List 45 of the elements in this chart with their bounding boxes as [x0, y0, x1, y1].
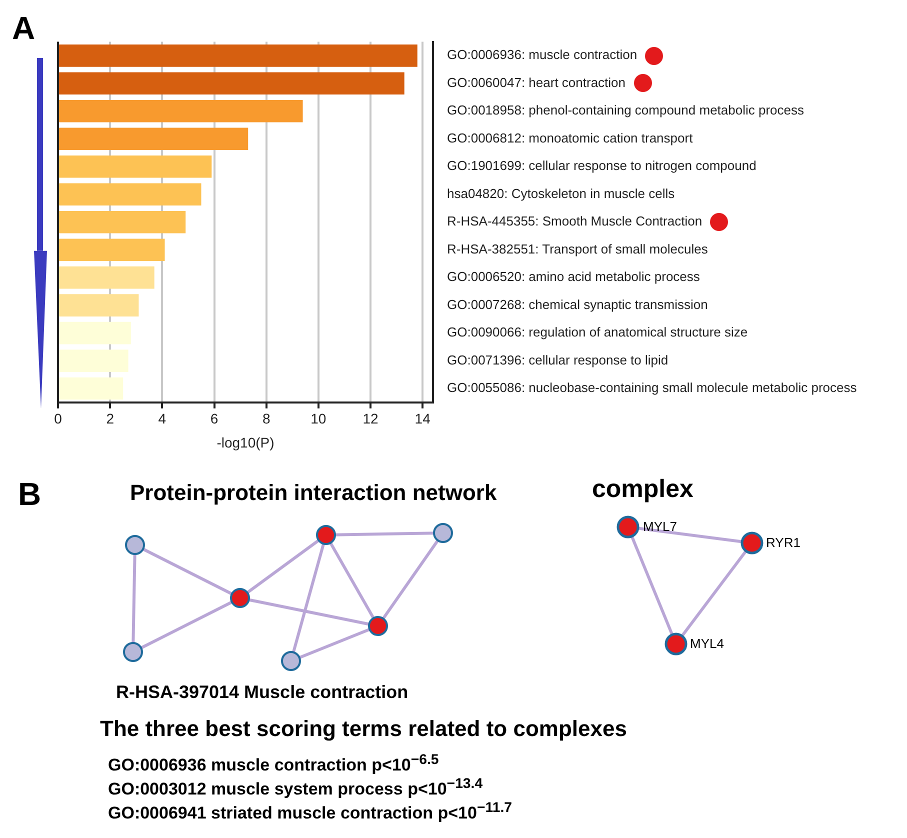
x-tick-label: 6: [210, 410, 218, 427]
x-tick-label: 2: [106, 410, 114, 427]
x-tick-label: 14: [414, 410, 431, 427]
text: A: [12, 10, 36, 47]
bar: [59, 183, 202, 206]
text: RYR1: [766, 535, 800, 550]
text: GO:0006936 muscle contraction p<10$^{−6.5}$: [108, 752, 439, 776]
y-tick-label: GO:1901699: cellular response to nitrogen compound: [447, 158, 756, 174]
y-tick-label: GO:0018958: phenol-containing compound metabolic process: [447, 102, 805, 118]
bar: [59, 322, 131, 344]
y-tick-label: GO:0071396: cellular response to lipid: [447, 352, 668, 368]
y-tick-label: GO:0006936: muscle contraction: [447, 47, 638, 62]
bar: [59, 44, 418, 67]
bar: [59, 72, 404, 95]
y-tick-label: GO:0060047: heart contraction: [447, 74, 626, 90]
y-tick-label: GO:0090066: regulation of anatomical structure size: [447, 324, 748, 340]
text: GO:0006941 striated muscle contraction p<10$^{−11.7}$: [108, 800, 512, 824]
text: The three best scoring terms related to complexes: [100, 716, 627, 742]
bar: [59, 210, 186, 234]
x-tick-label: 10: [310, 410, 326, 427]
bar: [59, 100, 303, 122]
bar: [59, 377, 124, 400]
x-tick-label: 4: [158, 410, 166, 427]
text: GO:0003012 muscle system process p<10$^{−13.4}$: [108, 776, 483, 800]
bar: [59, 350, 128, 372]
y-tick-label: GO:0055086: nucleobase-containing small molecule metabolic process: [447, 380, 858, 396]
y-tick-label: GO:0007268: chemical synaptic transmission: [447, 296, 708, 312]
y-tick-label: R-HSA-445355: Smooth Muscle Contraction: [447, 214, 702, 229]
x-axis-title: -log10(P): [216, 434, 274, 450]
bar: [59, 294, 139, 316]
x-tick-label: 8: [262, 410, 270, 427]
text: B: [18, 476, 42, 513]
text: complex: [592, 475, 694, 504]
y-tick-label: GO:0006812: monoatomic cation transport: [447, 130, 694, 146]
x-tick-label: 0: [54, 410, 62, 427]
bar: [59, 128, 248, 150]
text: R-HSA-397014 Muscle contraction: [116, 682, 408, 703]
bar: [59, 155, 212, 178]
y-tick-label: R-HSA-382551: Transport of small molecules: [447, 241, 708, 256]
y-tick-label: GO:0006520: amino acid metabolic process: [447, 269, 700, 284]
bar: [59, 238, 165, 261]
y-tick-label: hsa04820: Cytoskeleton in muscle cells: [447, 186, 676, 201]
bar: [59, 266, 154, 289]
text: Protein-protein interaction network: [130, 480, 497, 506]
x-tick-label: 12: [362, 410, 378, 427]
